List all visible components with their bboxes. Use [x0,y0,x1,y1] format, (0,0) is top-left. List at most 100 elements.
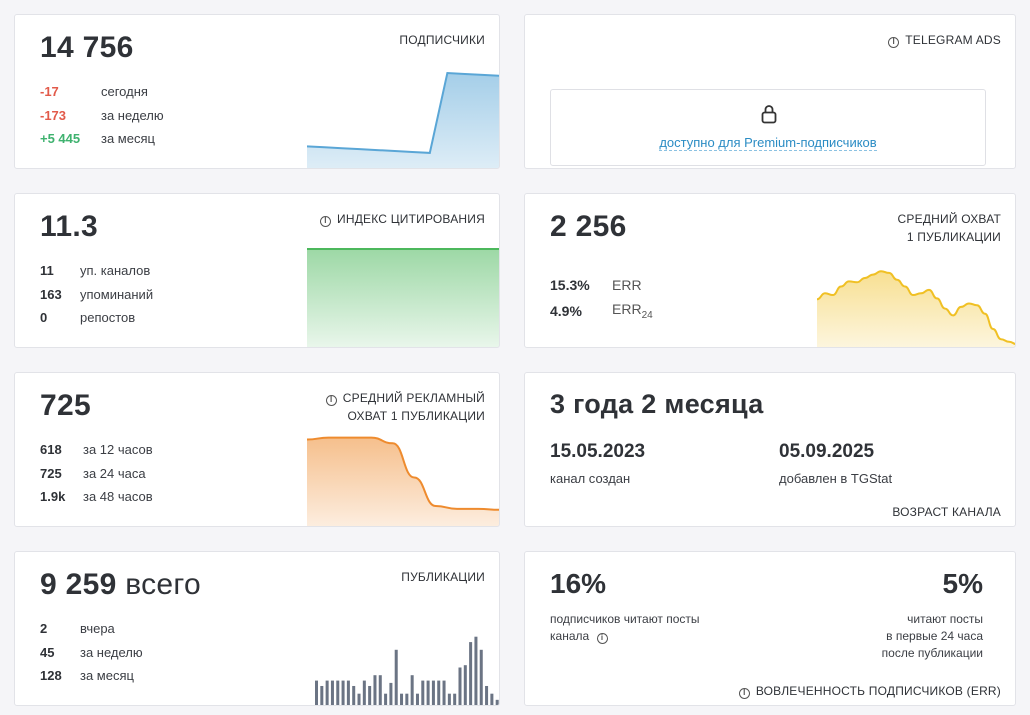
info-icon[interactable]: i [596,633,608,644]
stat-value: -173 [40,107,67,123]
publications-stats: 2 вчера 45 за неделю 128 за месяц [40,617,143,688]
publication-bar [368,685,372,705]
stat-value: 163 [40,286,62,302]
citation-sparkline [307,248,499,347]
publication-bar [362,680,366,705]
title-line: СРЕДНИЙ ОХВАТ [897,212,1001,226]
publication-bar [315,680,319,705]
engagement-right-label: читают посты в первые 24 часа после публ… [882,611,983,662]
stat-value: 2 [40,621,48,637]
subscribers-count: 14 756 [40,31,134,64]
stat-value: 45 [40,644,55,660]
publication-bar [405,693,409,705]
created-block: 15.05.2023 канал создан [550,441,645,486]
stat-row-mentions: 163 упоминаний [40,283,153,307]
publication-bar [479,649,483,705]
lock-icon [761,105,777,124]
info-icon[interactable]: i [325,395,337,406]
premium-link[interactable]: доступно для Premium-подписчиков [551,135,985,151]
added-label: добавлен в TGStat [779,471,893,486]
ad-reach-stats: 618 за 12 часов 725 за 24 часа 1.9k за 48 ч… [40,438,153,509]
publication-bar [490,693,494,705]
stat-label: за 48 часов [83,489,153,505]
publication-bar [485,685,489,705]
stat-value: 1.9k [40,489,66,505]
engagement-title-text: ВОВЛЕЧЕННОСТЬ ПОДПИСЧИКОВ (ERR) [755,684,1001,698]
sparkline-line [817,270,1015,346]
publications-total: 9 259 всего [40,568,201,602]
sparkline-area [307,73,499,168]
stat-row-today: -17 сегодня [40,80,164,104]
stat-row-12h: 618 за 12 часов [40,438,153,462]
publication-bar [458,667,462,705]
stat-row-channels: 11 уп. каналов [40,259,153,283]
publications-suffix: всего [125,568,201,601]
stat-label: за неделю [80,644,143,660]
citation-index-title-text: ИНДЕКС ЦИТИРОВАНИЯ [337,212,485,226]
channel-age-title: ВОЗРАСТ КАНАЛА [892,505,1001,519]
publication-bar [495,699,499,705]
publication-bar [474,636,478,705]
stat-value: 0 [40,310,48,326]
ad-reach-card[interactable]: 725 i СРЕДНИЙ РЕКЛАМНЫЙ ОХВАТ 1 ПУБЛИКАЦИИ… [14,372,500,527]
stat-value: -17 [40,84,59,100]
label-line: читают посты [907,612,983,626]
stat-row-month: 128 за месяц [40,664,143,688]
stat-label: сегодня [101,84,148,100]
publication-bar [325,680,329,705]
publication-bar [415,693,419,705]
subscribers-card[interactable]: 14 756 ПОДПИСЧИКИ -17 сегодня -173 за неде… [14,14,500,169]
publication-bar [453,693,457,705]
publication-bar [352,685,356,705]
stat-label: за 24 часа [83,465,146,481]
publication-bar [389,682,393,705]
added-date: 05.09.2025 [779,441,875,462]
publication-bar [426,680,430,705]
premium-link-text[interactable]: доступно для Premium-подписчиков [659,135,877,151]
label-line: подписчиков читают посты [550,612,700,626]
err-stats: 15.3% ERR 4.9% ERR24 [550,272,653,324]
title-line: i СРЕДНИЙ РЕКЛАМНЫЙ [325,389,485,407]
engagement-right-pct: 5% [942,568,983,599]
stat-value: 128 [40,668,62,684]
stat-label: вчера [80,621,115,637]
stat-row-err: 15.3% ERR [550,272,653,298]
telegram-ads-title: i TELEGRAM ADS [888,31,1001,49]
label-line: после публикации [881,646,983,660]
sparkline-area [817,271,1015,347]
sparkline-line [307,436,499,511]
publication-bar [431,680,435,705]
publication-bar [378,675,382,705]
stat-value: 725 [40,465,62,481]
stat-row-week: -173 за неделю [40,104,164,128]
citation-index-card[interactable]: 11.3 i ИНДЕКС ЦИТИРОВАНИЯ 11 уп. каналов 1… [14,193,500,348]
title-line-text: СРЕДНИЙ РЕКЛАМНЫЙ [342,391,485,405]
average-reach-title: СРЕДНИЙ ОХВАТ 1 ПУБЛИКАЦИИ [898,210,1001,246]
stat-value: 618 [40,442,62,458]
created-date: 15.05.2023 [550,441,646,462]
publication-bar [421,680,425,705]
stat-label: за месяц [101,131,155,147]
ad-reach-title: i СРЕДНИЙ РЕКЛАМНЫЙ ОХВАТ 1 ПУБЛИКАЦИИ [325,389,485,425]
created-label: канал создан [550,471,631,486]
added-block: 05.09.2025 добавлен в TGStat [779,441,892,486]
stat-row-24h: 725 за 24 часа [40,462,153,486]
publication-bar [447,693,451,705]
stat-row-reposts: 0 репостов [40,306,153,330]
channel-age-card: 3 года 2 месяца 15.05.2023 канал создан … [524,372,1016,527]
err-label: ERR [612,301,642,318]
stat-label: ERR24 [612,301,653,321]
stat-label: упоминаний [80,286,154,302]
info-icon[interactable]: i [888,37,900,48]
publication-bar [373,675,377,705]
info-icon[interactable]: i [320,216,332,227]
publication-bar [469,642,473,705]
telegram-ads-card: i TELEGRAM ADS доступно для Premium-подпи… [524,14,1016,169]
subscribers-sparkline [307,71,499,168]
ad-reach-sparkline [307,436,499,526]
publications-card[interactable]: 9 259 всего ПУБЛИКАЦИИ 2 вчера 45 за недел… [14,551,500,706]
info-icon[interactable]: i [738,688,750,699]
engagement-title: i ВОВЛЕЧЕННОСТЬ ПОДПИСЧИКОВ (ERR) [738,682,1001,700]
average-reach-card[interactable]: 2 256 СРЕДНИЙ ОХВАТ 1 ПУБЛИКАЦИИ 15.3% ERR… [524,193,1016,348]
sparkline-line [307,71,499,154]
